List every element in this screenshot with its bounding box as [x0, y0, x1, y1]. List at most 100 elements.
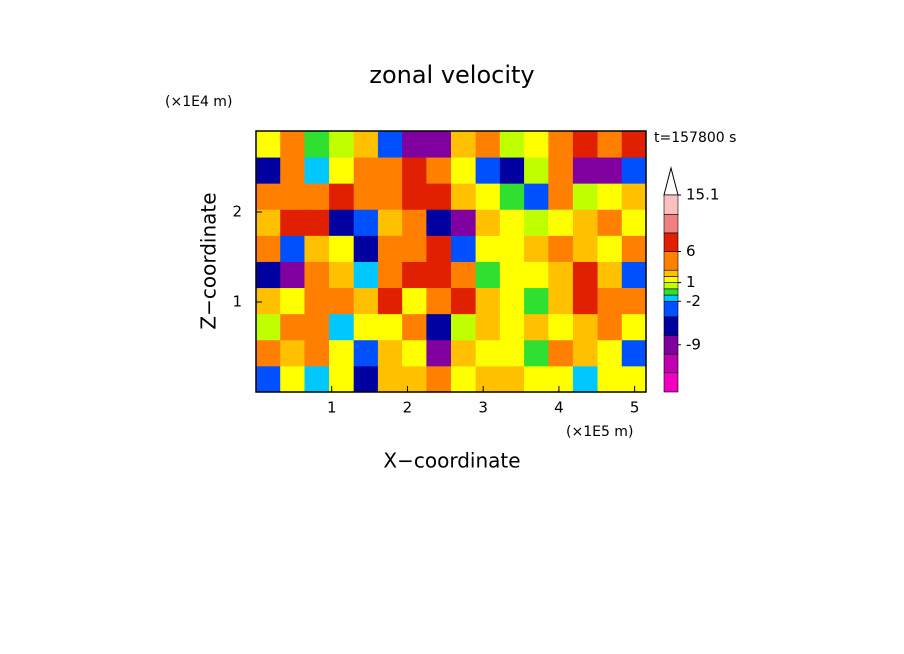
field-cell: [597, 235, 623, 263]
field-cell: [621, 261, 647, 289]
field-cell: [451, 314, 477, 341]
field-cell: [572, 235, 599, 263]
field-cell: [377, 235, 403, 263]
field-cell: [256, 209, 281, 237]
field-cell: [402, 314, 427, 341]
colorbar-tick-label: 1: [686, 273, 696, 291]
field-cell: [524, 157, 549, 185]
colorbar-box: [663, 194, 679, 215]
field-cell: [524, 366, 549, 393]
field-cell: [451, 183, 477, 211]
field-cell: [524, 235, 549, 263]
field-cell: [475, 340, 501, 367]
y-axis-unit: (×1E4 m): [165, 94, 232, 110]
field-cell: [621, 183, 647, 211]
field-cell: [499, 288, 525, 315]
field-cell: [597, 314, 623, 341]
field-cell: [329, 157, 355, 185]
field-cell: [402, 288, 427, 315]
field-cell: [451, 261, 477, 289]
field-cell: [426, 183, 452, 211]
field-cell: [329, 261, 355, 289]
field-cell: [621, 131, 647, 159]
field-cell: [475, 288, 501, 315]
field-cell: [377, 261, 403, 289]
field-cell: [597, 157, 623, 185]
field-cell: [548, 157, 574, 185]
colorbar-tick-label: 6: [686, 242, 696, 260]
field-cell: [475, 183, 501, 211]
field-cell: [377, 209, 403, 237]
field-cell: [548, 288, 574, 315]
field-cell: [572, 157, 599, 185]
field-cell: [548, 235, 574, 263]
field-cell: [280, 340, 305, 367]
y-tick-label: 1: [232, 293, 242, 311]
colorbar-box: [663, 353, 679, 374]
field-cell: [329, 131, 355, 159]
colorbar-box: [663, 335, 679, 355]
field-cell: [572, 366, 599, 393]
field-cell: [451, 131, 477, 159]
field-cell: [426, 366, 452, 393]
field-cell: [451, 235, 477, 263]
field-cell: [304, 131, 330, 159]
x-axis-unit: (×1E5 m): [566, 424, 633, 440]
colorbar-box: [663, 276, 679, 283]
time-annotation: t=157800 s: [654, 130, 736, 146]
field-cell: [377, 288, 403, 315]
field-cell: [597, 340, 623, 367]
field-cell: [426, 131, 452, 159]
field-cell: [572, 314, 599, 341]
field-cell: [256, 157, 281, 185]
field-cell: [548, 261, 574, 289]
field-cell: [426, 209, 452, 237]
field-cell: [353, 314, 379, 341]
field-cell: [402, 235, 427, 263]
x-tick-label: 3: [478, 399, 488, 417]
contour-field: [256, 131, 647, 393]
field-cell: [353, 183, 379, 211]
field-cell: [451, 209, 477, 237]
colorbar-tick-label: 15.1: [686, 186, 719, 204]
plot-frame: [255, 130, 647, 393]
field-cell: [426, 157, 452, 185]
field-cell: [548, 131, 574, 159]
x-tick-label: 4: [554, 399, 564, 417]
y-axis-label: Z−coordinate: [197, 192, 221, 329]
field-cell: [524, 261, 549, 289]
field-cell: [329, 366, 355, 393]
field-cell: [256, 366, 281, 393]
field-cell: [597, 261, 623, 289]
field-cell: [597, 183, 623, 211]
field-cell: [499, 314, 525, 341]
field-cell: [353, 131, 379, 159]
field-cell: [377, 340, 403, 367]
field-cell: [256, 261, 281, 289]
field-cell: [621, 366, 647, 393]
x-tick-label: 1: [327, 399, 337, 417]
field-cell: [353, 340, 379, 367]
field-cell: [451, 366, 477, 393]
field-cell: [475, 131, 501, 159]
field-cell: [548, 340, 574, 367]
field-cell: [499, 157, 525, 185]
field-cell: [451, 340, 477, 367]
field-cell: [524, 209, 549, 237]
field-cell: [572, 288, 599, 315]
field-cell: [304, 340, 330, 367]
field-cell: [280, 314, 305, 341]
field-cell: [353, 209, 379, 237]
field-cell: [402, 340, 427, 367]
field-cell: [524, 183, 549, 211]
field-cell: [304, 314, 330, 341]
x-tick-label: 5: [630, 399, 640, 417]
field-cell: [572, 209, 599, 237]
field-cell: [572, 340, 599, 367]
field-cell: [621, 340, 647, 367]
field-cell: [402, 157, 427, 185]
field-cell: [256, 131, 281, 159]
field-cell: [280, 261, 305, 289]
field-cell: [280, 131, 305, 159]
